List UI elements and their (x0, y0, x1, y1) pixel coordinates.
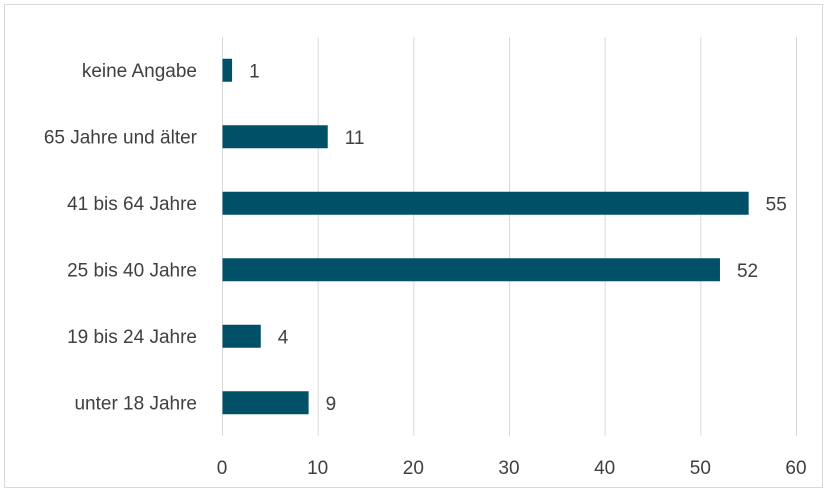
data-label: 9 (326, 394, 337, 415)
x-tick-label: 60 (785, 458, 806, 479)
category-label: unter 18 Jahre (74, 393, 197, 414)
bars (222, 58, 749, 415)
bar (222, 324, 261, 348)
category-label: 25 bis 40 Jahre (67, 260, 197, 281)
category-label: 65 Jahre und älter (44, 127, 198, 148)
data-label: 52 (737, 261, 758, 282)
x-tick-label: 10 (307, 458, 328, 479)
bar (222, 58, 233, 82)
category-label: 19 bis 24 Jahre (67, 327, 197, 348)
bar (222, 391, 309, 415)
gridlines (222, 37, 797, 436)
bar (222, 125, 328, 149)
chart-frame: keine Angabe 65 Jahre und älter 41 bis 64 … (4, 4, 823, 488)
x-tick-label: 0 (217, 458, 228, 479)
x-tick-labels: 0 10 20 30 40 50 60 (217, 458, 807, 479)
data-label: 4 (278, 327, 289, 348)
x-tick-label: 30 (498, 458, 519, 479)
x-tick-label: 40 (594, 458, 615, 479)
x-tick-label: 20 (403, 458, 424, 479)
data-label: 55 (766, 194, 787, 215)
bar-chart: keine Angabe 65 Jahre und älter 41 bis 64 … (44, 37, 807, 479)
bar (222, 191, 749, 215)
x-tick-label: 50 (690, 458, 711, 479)
category-labels: keine Angabe 65 Jahre und älter 41 bis 64 … (44, 61, 198, 415)
bar (222, 258, 720, 282)
category-label: 41 bis 64 Jahre (67, 194, 197, 215)
data-label: 11 (345, 128, 365, 149)
category-label: keine Angabe (82, 61, 197, 82)
data-label: 1 (249, 61, 260, 82)
